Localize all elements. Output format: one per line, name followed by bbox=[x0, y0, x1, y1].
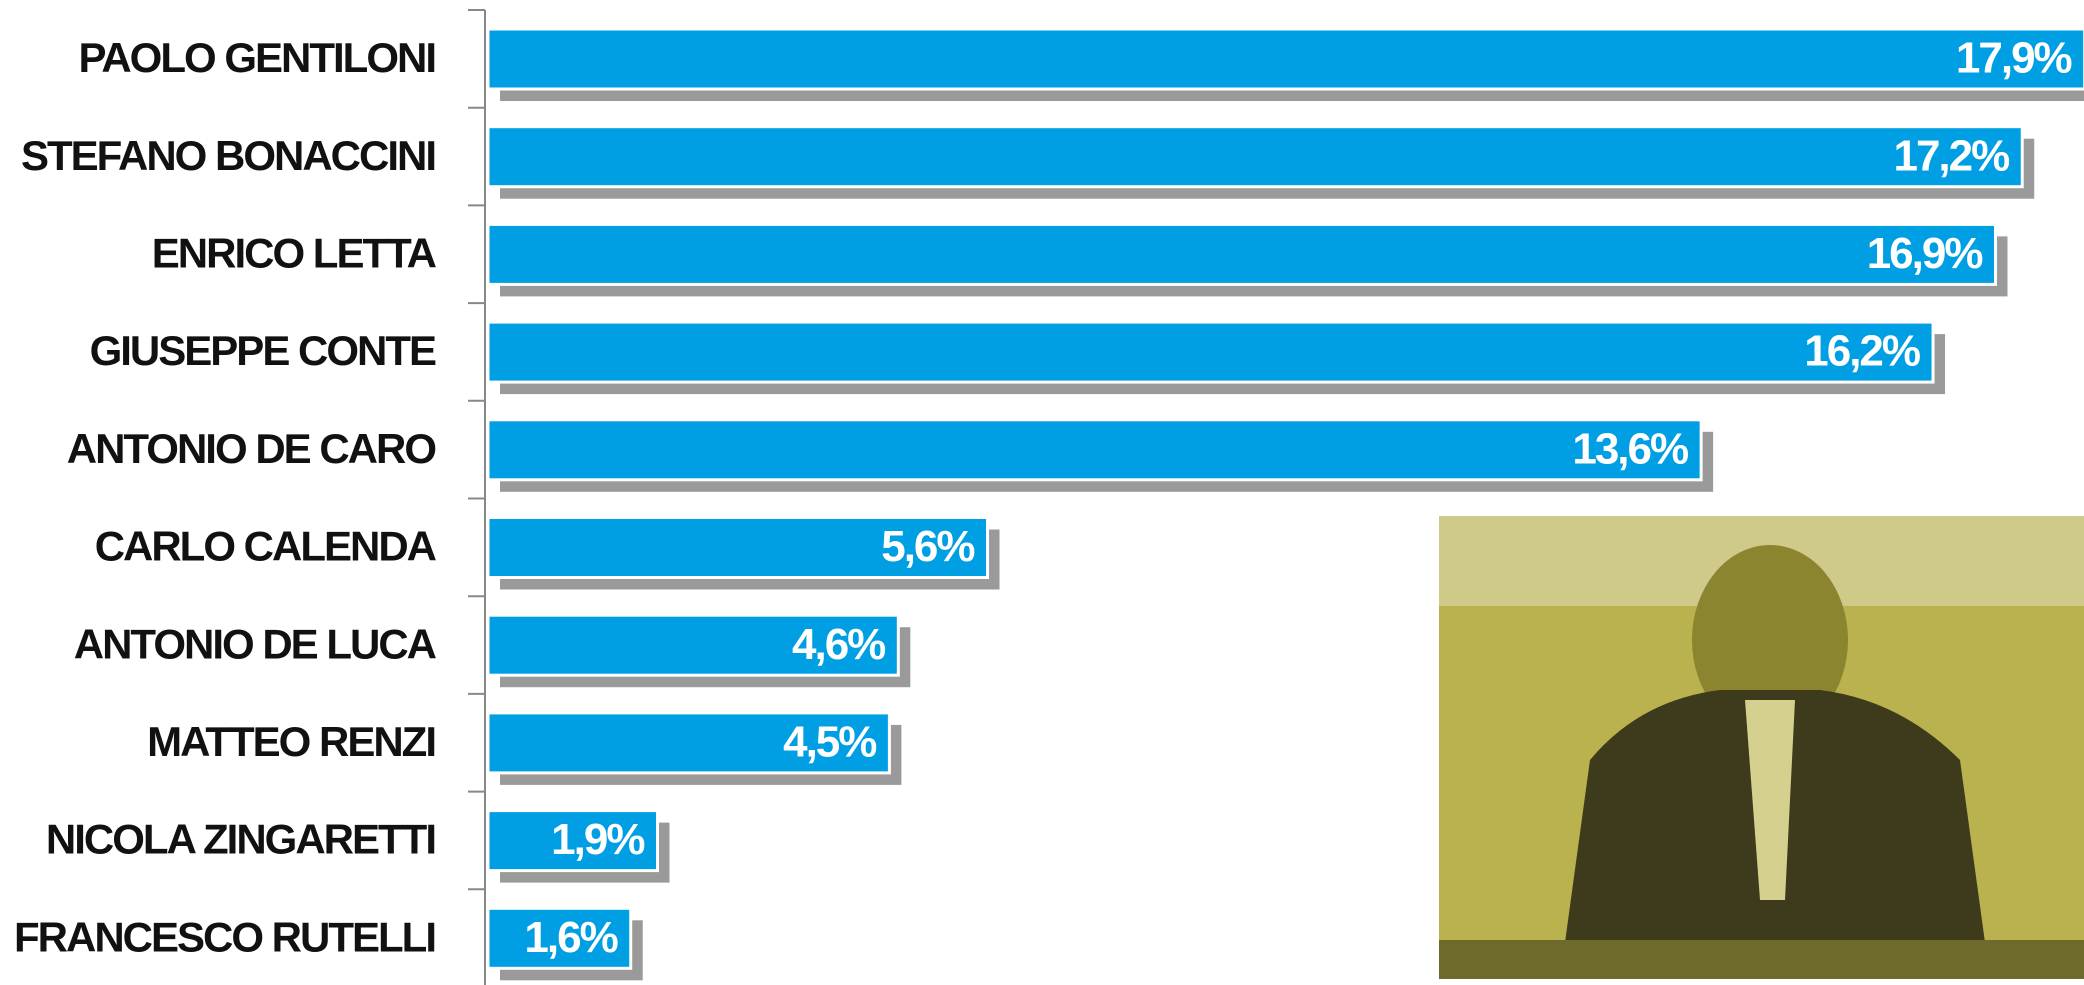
bar bbox=[488, 322, 1933, 382]
category-label: STEFANO BONACCINI bbox=[21, 132, 435, 179]
bar bbox=[488, 127, 2022, 187]
chart: PAOLO GENTILONI 17,9% STEFANO BONACCINI 17,… bbox=[0, 0, 2084, 985]
category-label: CARLO CALENDA bbox=[95, 523, 437, 570]
category-label: ENRICO LETTA bbox=[152, 229, 437, 276]
value-label: 1,9% bbox=[551, 815, 644, 864]
value-label: 16,2% bbox=[1804, 327, 1920, 376]
bar bbox=[488, 29, 2084, 89]
category-label: ANTONIO DE LUCA bbox=[74, 620, 437, 667]
photo bbox=[1439, 516, 2084, 979]
category-label: GIUSEPPE CONTE bbox=[90, 327, 436, 374]
bar bbox=[488, 420, 1701, 480]
value-label: 5,6% bbox=[881, 522, 974, 571]
value-label: 17,2% bbox=[1893, 131, 2009, 180]
category-label: PAOLO GENTILONI bbox=[78, 34, 435, 81]
value-label: 1,6% bbox=[524, 913, 617, 962]
category-label: ANTONIO DE CARO bbox=[67, 425, 436, 472]
value-label: 4,6% bbox=[792, 620, 885, 669]
category-label: NICOLA ZINGARETTI bbox=[46, 816, 435, 863]
value-label: 16,9% bbox=[1867, 229, 1983, 278]
category-label: MATTEO RENZI bbox=[147, 718, 435, 765]
value-label: 13,6% bbox=[1572, 424, 1688, 473]
bar bbox=[488, 224, 1995, 284]
category-label: FRANCESCO RUTELLI bbox=[14, 913, 435, 960]
value-label: 4,5% bbox=[783, 718, 876, 767]
value-label: 17,9% bbox=[1956, 34, 2072, 83]
photo-desk bbox=[1439, 940, 2084, 979]
